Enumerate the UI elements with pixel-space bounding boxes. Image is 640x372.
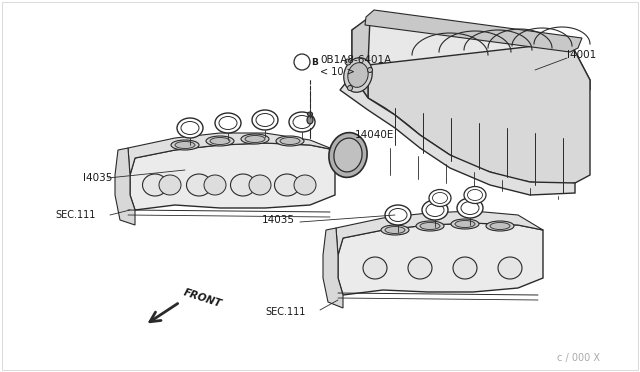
Ellipse shape [334, 138, 362, 172]
Ellipse shape [249, 175, 271, 195]
Ellipse shape [486, 221, 514, 231]
Ellipse shape [210, 138, 230, 144]
Ellipse shape [344, 58, 372, 92]
Ellipse shape [289, 112, 315, 132]
Text: l4035: l4035 [83, 173, 113, 183]
Ellipse shape [416, 221, 444, 231]
Polygon shape [128, 133, 335, 175]
Ellipse shape [159, 175, 181, 195]
Ellipse shape [345, 59, 351, 65]
Text: l4001: l4001 [567, 50, 596, 60]
Ellipse shape [408, 257, 432, 279]
Ellipse shape [464, 186, 486, 203]
Ellipse shape [252, 110, 278, 130]
Ellipse shape [454, 258, 476, 278]
Polygon shape [323, 228, 343, 308]
Polygon shape [115, 148, 135, 225]
Polygon shape [352, 18, 370, 98]
Ellipse shape [385, 227, 405, 234]
Ellipse shape [467, 189, 483, 201]
Ellipse shape [307, 116, 313, 124]
Ellipse shape [245, 135, 265, 142]
Ellipse shape [381, 225, 409, 235]
Ellipse shape [499, 258, 521, 278]
Text: 14040E: 14040E [355, 130, 394, 140]
Ellipse shape [329, 132, 367, 177]
Polygon shape [368, 42, 590, 185]
Ellipse shape [143, 174, 168, 196]
Ellipse shape [389, 208, 407, 221]
Ellipse shape [367, 67, 372, 73]
Ellipse shape [204, 175, 226, 195]
Polygon shape [352, 18, 590, 90]
Ellipse shape [490, 222, 510, 230]
Ellipse shape [455, 221, 475, 228]
Ellipse shape [219, 116, 237, 129]
Ellipse shape [307, 112, 312, 116]
Ellipse shape [171, 140, 199, 150]
Ellipse shape [385, 205, 411, 225]
Ellipse shape [215, 113, 241, 133]
Ellipse shape [293, 115, 311, 128]
Text: 14035: 14035 [262, 215, 295, 225]
Ellipse shape [280, 138, 300, 144]
Ellipse shape [453, 257, 477, 279]
Ellipse shape [429, 189, 451, 206]
Ellipse shape [241, 134, 269, 144]
Ellipse shape [294, 175, 316, 195]
Ellipse shape [433, 192, 447, 203]
Polygon shape [365, 10, 582, 52]
Text: < 10 >: < 10 > [320, 67, 355, 77]
Text: B: B [311, 58, 318, 67]
Ellipse shape [348, 86, 353, 90]
Ellipse shape [457, 198, 483, 218]
Ellipse shape [451, 219, 479, 229]
Ellipse shape [175, 141, 195, 148]
Ellipse shape [230, 174, 255, 196]
Ellipse shape [276, 136, 304, 146]
Text: SEC.111: SEC.111 [55, 210, 95, 220]
Ellipse shape [498, 257, 522, 279]
Text: FRONT: FRONT [182, 287, 223, 309]
Ellipse shape [461, 202, 479, 215]
Ellipse shape [422, 200, 448, 220]
Ellipse shape [363, 257, 387, 279]
Text: SEC.111: SEC.111 [265, 307, 305, 317]
Text: c / 000 X: c / 000 X [557, 353, 600, 363]
Ellipse shape [206, 136, 234, 146]
Ellipse shape [256, 113, 274, 126]
Ellipse shape [409, 258, 431, 278]
Ellipse shape [177, 118, 203, 138]
Ellipse shape [420, 222, 440, 230]
Ellipse shape [186, 174, 211, 196]
Ellipse shape [426, 203, 444, 217]
Text: 0B1A8-6401A: 0B1A8-6401A [320, 55, 391, 65]
Ellipse shape [364, 258, 386, 278]
Polygon shape [340, 75, 575, 195]
Polygon shape [336, 211, 543, 255]
Polygon shape [130, 143, 335, 210]
Ellipse shape [348, 62, 368, 87]
Ellipse shape [181, 122, 199, 135]
Ellipse shape [275, 174, 300, 196]
Polygon shape [338, 223, 543, 295]
